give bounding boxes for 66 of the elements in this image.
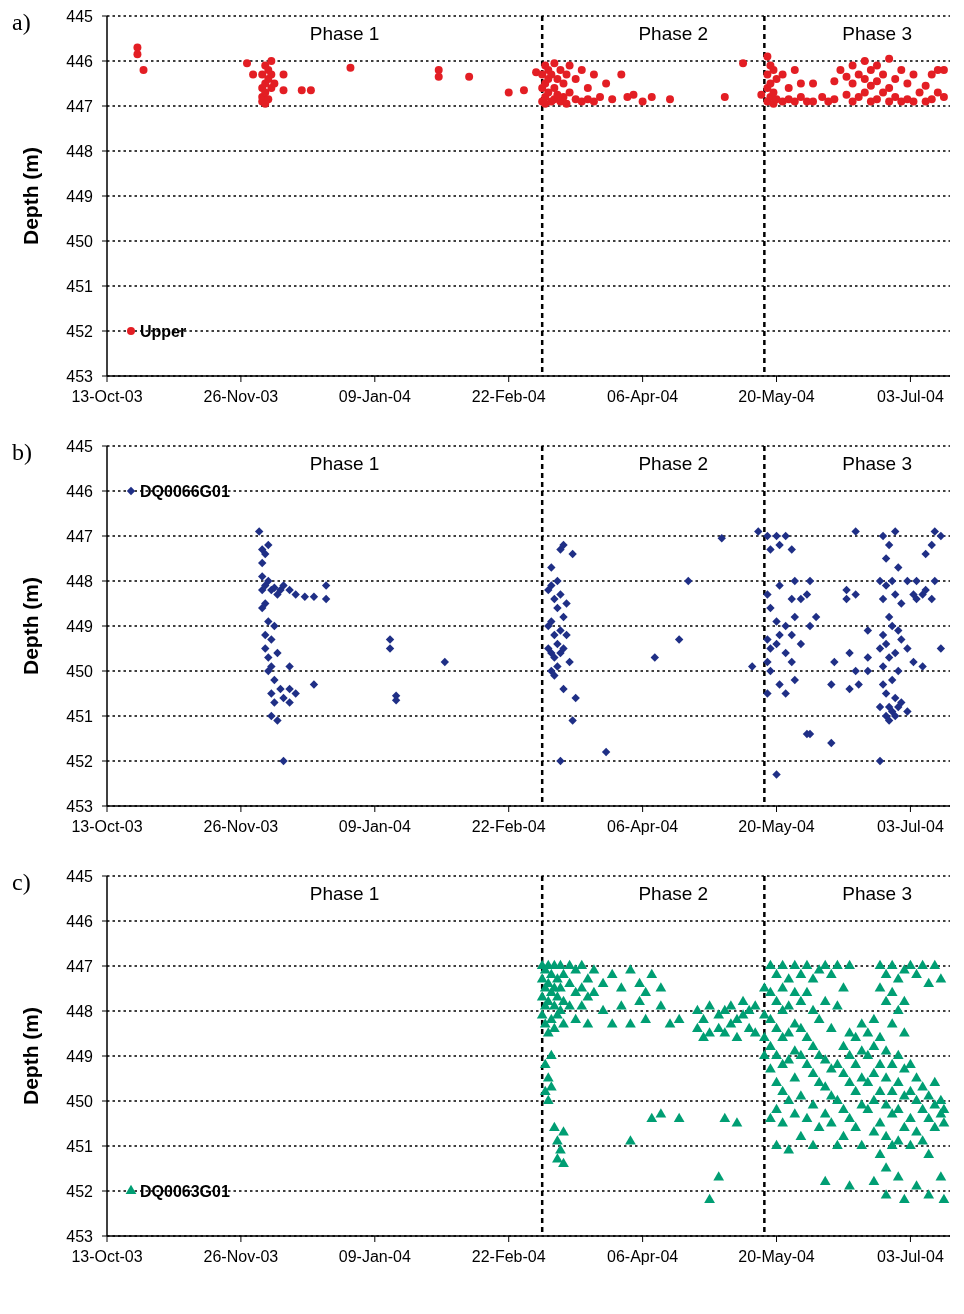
y-tick-label: 445 bbox=[66, 867, 94, 885]
x-tick-label: 03-Jul-04 bbox=[877, 818, 944, 835]
y-tick-label: 449 bbox=[66, 617, 94, 635]
y-tick-label: 452 bbox=[66, 752, 94, 770]
y-tick-label: 446 bbox=[66, 482, 94, 500]
y-tick-label: 449 bbox=[66, 1047, 94, 1065]
x-tick-label: 09-Jan-04 bbox=[338, 1248, 411, 1265]
y-tick-label: 445 bbox=[66, 7, 94, 25]
y-tick-label: 450 bbox=[66, 1092, 94, 1110]
x-tick-label: 26-Nov-03 bbox=[203, 1248, 279, 1265]
x-tick-label: 13-Oct-03 bbox=[71, 388, 143, 405]
annotation: Phase 2 bbox=[638, 883, 709, 904]
x-tick-label: 20-May-04 bbox=[738, 818, 815, 835]
y-axis-title: Depth (m) bbox=[19, 577, 42, 675]
y-tick-label: 450 bbox=[66, 232, 94, 250]
y-tick-label: 445 bbox=[66, 437, 94, 455]
legend-label: Upper bbox=[140, 322, 187, 340]
y-axis-title: Depth (m) bbox=[19, 147, 42, 245]
x-tick-label: 09-Jan-04 bbox=[338, 818, 411, 835]
x-tick-label: 20-May-04 bbox=[738, 388, 815, 405]
y-tick-label: 448 bbox=[66, 142, 94, 160]
x-tick-label: 06-Apr-04 bbox=[607, 388, 679, 405]
x-tick-label: 22-Feb-04 bbox=[471, 818, 546, 835]
chart-title: b) bbox=[12, 439, 32, 465]
y-tick-label: 447 bbox=[66, 527, 94, 545]
x-tick-label: 26-Nov-03 bbox=[203, 388, 279, 405]
y-tick-label: 446 bbox=[66, 912, 94, 930]
y-tick-label: 453 bbox=[66, 367, 94, 385]
y-tick-label: 452 bbox=[66, 1182, 94, 1200]
x-tick-label: 06-Apr-04 bbox=[607, 1248, 679, 1265]
y-tick-label: 453 bbox=[66, 1227, 94, 1245]
x-tick-label: 03-Jul-04 bbox=[877, 1248, 944, 1265]
chart-title: a) bbox=[12, 9, 31, 35]
annotation: Phase 3 bbox=[842, 23, 913, 44]
annotation: Phase 3 bbox=[842, 883, 913, 904]
chart-title: c) bbox=[12, 869, 31, 895]
y-tick-label: 452 bbox=[66, 322, 94, 340]
annotation: Phase 1 bbox=[309, 883, 380, 904]
x-tick-label: 22-Feb-04 bbox=[471, 1248, 546, 1265]
x-tick-label: 22-Feb-04 bbox=[471, 388, 546, 405]
annotation: Phase 1 bbox=[309, 23, 380, 44]
y-tick-label: 451 bbox=[66, 707, 94, 725]
x-tick-label: 26-Nov-03 bbox=[203, 818, 279, 835]
annotation: Phase 2 bbox=[638, 23, 709, 44]
y-tick-label: 448 bbox=[66, 1002, 94, 1020]
y-tick-label: 450 bbox=[66, 662, 94, 680]
annotation: Phase 3 bbox=[842, 453, 913, 474]
legend-label: DQ0066G01 bbox=[140, 482, 230, 500]
y-tick-label: 447 bbox=[66, 957, 94, 975]
annotation: Phase 1 bbox=[309, 453, 380, 474]
y-tick-label: 446 bbox=[66, 52, 94, 70]
x-tick-label: 03-Jul-04 bbox=[877, 388, 944, 405]
y-axis-title: Depth (m) bbox=[19, 1007, 42, 1105]
x-tick-label: 09-Jan-04 bbox=[338, 388, 411, 405]
x-tick-label: 06-Apr-04 bbox=[607, 818, 679, 835]
legend-label: DQ0063G01 bbox=[140, 1182, 230, 1200]
y-tick-label: 448 bbox=[66, 572, 94, 590]
x-tick-label: 13-Oct-03 bbox=[71, 1248, 143, 1265]
y-tick-label: 447 bbox=[66, 97, 94, 115]
y-tick-label: 451 bbox=[66, 1137, 94, 1155]
y-tick-label: 449 bbox=[66, 187, 94, 205]
y-tick-label: 453 bbox=[66, 797, 94, 815]
x-tick-label: 13-Oct-03 bbox=[71, 818, 143, 835]
x-tick-label: 20-May-04 bbox=[738, 1248, 815, 1265]
annotation: Phase 2 bbox=[638, 453, 709, 474]
y-tick-label: 451 bbox=[66, 277, 94, 295]
